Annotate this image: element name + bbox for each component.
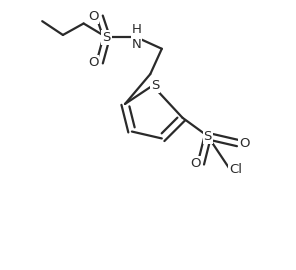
Text: S: S	[204, 130, 212, 143]
Text: O: O	[88, 10, 99, 23]
Text: S: S	[151, 79, 159, 92]
Text: O: O	[88, 56, 99, 69]
Text: H
N: H N	[131, 23, 141, 51]
Text: O: O	[190, 157, 200, 170]
Text: O: O	[239, 137, 249, 150]
Text: S: S	[102, 31, 111, 44]
Text: Cl: Cl	[229, 163, 242, 176]
